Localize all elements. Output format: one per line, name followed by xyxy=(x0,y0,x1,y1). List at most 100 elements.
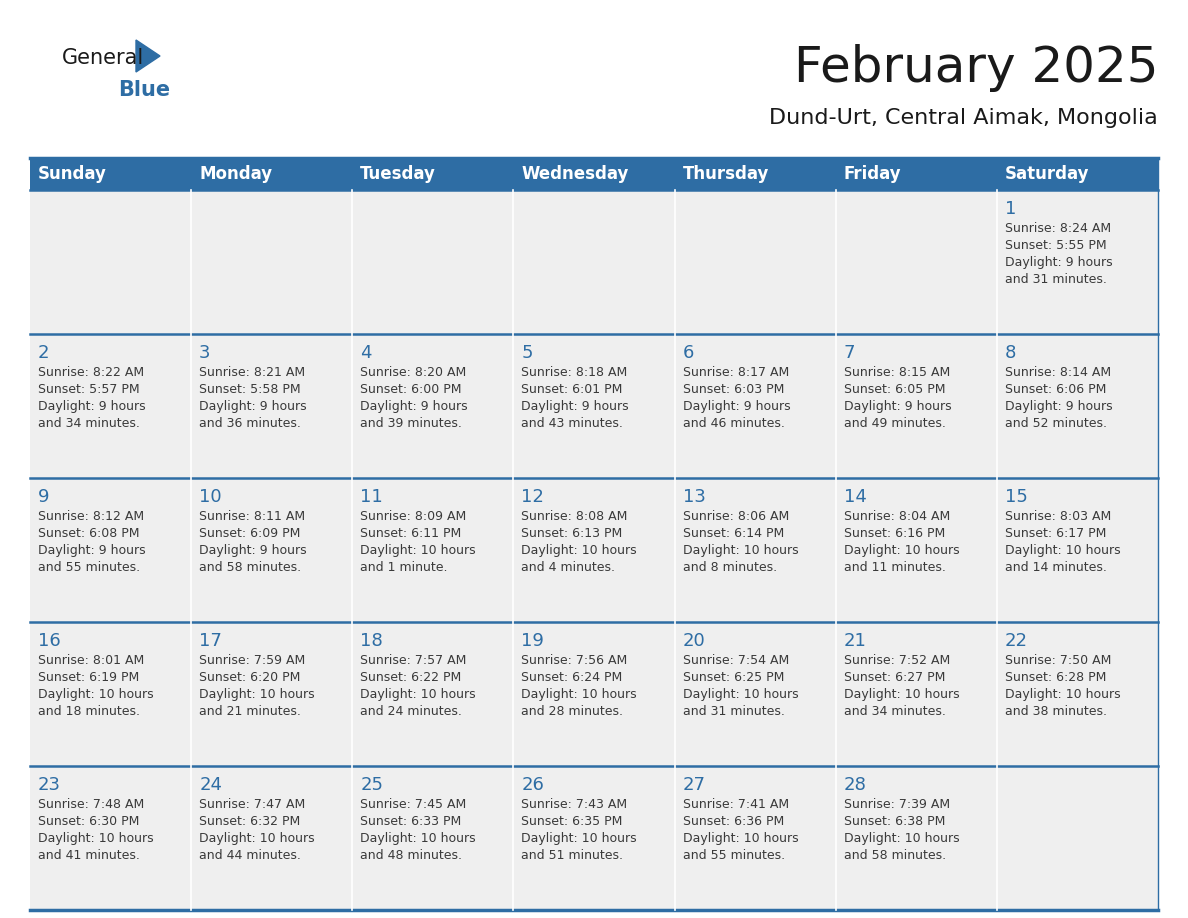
Text: Saturday: Saturday xyxy=(1005,165,1089,183)
Text: and 58 minutes.: and 58 minutes. xyxy=(200,561,302,574)
Bar xyxy=(835,478,997,622)
Text: Blue: Blue xyxy=(118,80,170,100)
Text: Sunset: 6:11 PM: Sunset: 6:11 PM xyxy=(360,527,461,540)
Text: Monday: Monday xyxy=(200,165,272,183)
Bar xyxy=(191,190,353,334)
Bar xyxy=(675,158,835,190)
Text: Sunrise: 7:45 AM: Sunrise: 7:45 AM xyxy=(360,798,467,811)
Bar xyxy=(353,622,513,766)
Text: and 38 minutes.: and 38 minutes. xyxy=(1005,705,1107,718)
Text: Daylight: 10 hours: Daylight: 10 hours xyxy=(38,688,153,701)
Text: Sunrise: 8:09 AM: Sunrise: 8:09 AM xyxy=(360,510,467,523)
Text: Sunrise: 8:14 AM: Sunrise: 8:14 AM xyxy=(1005,366,1111,379)
Text: 16: 16 xyxy=(38,632,61,650)
Bar xyxy=(513,334,675,478)
Text: Sunrise: 7:41 AM: Sunrise: 7:41 AM xyxy=(683,798,789,811)
Text: Sunset: 6:28 PM: Sunset: 6:28 PM xyxy=(1005,671,1106,684)
Text: and 4 minutes.: and 4 minutes. xyxy=(522,561,615,574)
Bar xyxy=(997,190,1158,334)
Text: and 52 minutes.: and 52 minutes. xyxy=(1005,417,1107,430)
Text: 22: 22 xyxy=(1005,632,1028,650)
Text: and 24 minutes.: and 24 minutes. xyxy=(360,705,462,718)
Text: Sunrise: 7:48 AM: Sunrise: 7:48 AM xyxy=(38,798,144,811)
Text: Sunrise: 8:15 AM: Sunrise: 8:15 AM xyxy=(843,366,950,379)
Text: Sunrise: 7:52 AM: Sunrise: 7:52 AM xyxy=(843,654,950,667)
Bar xyxy=(191,158,353,190)
Text: 19: 19 xyxy=(522,632,544,650)
Text: Sunrise: 7:47 AM: Sunrise: 7:47 AM xyxy=(200,798,305,811)
Text: Sunset: 6:32 PM: Sunset: 6:32 PM xyxy=(200,815,301,828)
Text: Friday: Friday xyxy=(843,165,902,183)
Text: and 31 minutes.: and 31 minutes. xyxy=(683,705,784,718)
Text: Daylight: 9 hours: Daylight: 9 hours xyxy=(522,400,630,413)
Text: Sunset: 5:57 PM: Sunset: 5:57 PM xyxy=(38,383,140,396)
Bar xyxy=(997,478,1158,622)
Text: Daylight: 10 hours: Daylight: 10 hours xyxy=(360,688,476,701)
Text: 11: 11 xyxy=(360,488,383,506)
Bar xyxy=(30,622,191,766)
Text: Sunrise: 8:17 AM: Sunrise: 8:17 AM xyxy=(683,366,789,379)
Text: Daylight: 10 hours: Daylight: 10 hours xyxy=(38,832,153,845)
Text: Daylight: 10 hours: Daylight: 10 hours xyxy=(683,832,798,845)
Text: and 34 minutes.: and 34 minutes. xyxy=(38,417,140,430)
Text: Sunrise: 8:06 AM: Sunrise: 8:06 AM xyxy=(683,510,789,523)
Text: Sunrise: 7:59 AM: Sunrise: 7:59 AM xyxy=(200,654,305,667)
Bar xyxy=(675,622,835,766)
Text: and 34 minutes.: and 34 minutes. xyxy=(843,705,946,718)
Text: and 41 minutes.: and 41 minutes. xyxy=(38,849,140,862)
Text: Sunrise: 7:50 AM: Sunrise: 7:50 AM xyxy=(1005,654,1111,667)
Bar xyxy=(835,190,997,334)
Text: 4: 4 xyxy=(360,344,372,362)
Polygon shape xyxy=(135,40,160,72)
Text: 1: 1 xyxy=(1005,200,1016,218)
Bar xyxy=(513,622,675,766)
Text: 21: 21 xyxy=(843,632,866,650)
Text: 18: 18 xyxy=(360,632,383,650)
Bar xyxy=(675,766,835,910)
Text: and 46 minutes.: and 46 minutes. xyxy=(683,417,784,430)
Text: and 44 minutes.: and 44 minutes. xyxy=(200,849,301,862)
Text: Sunset: 5:55 PM: Sunset: 5:55 PM xyxy=(1005,239,1106,252)
Bar xyxy=(30,478,191,622)
Text: 25: 25 xyxy=(360,776,384,794)
Bar xyxy=(675,190,835,334)
Text: Dund-Urt, Central Aimak, Mongolia: Dund-Urt, Central Aimak, Mongolia xyxy=(770,108,1158,128)
Text: Sunset: 6:35 PM: Sunset: 6:35 PM xyxy=(522,815,623,828)
Text: 2: 2 xyxy=(38,344,50,362)
Text: and 51 minutes.: and 51 minutes. xyxy=(522,849,624,862)
Text: and 49 minutes.: and 49 minutes. xyxy=(843,417,946,430)
Bar xyxy=(997,158,1158,190)
Text: Daylight: 10 hours: Daylight: 10 hours xyxy=(522,544,637,557)
Bar xyxy=(997,766,1158,910)
Text: Daylight: 10 hours: Daylight: 10 hours xyxy=(360,832,476,845)
Text: Sunrise: 8:08 AM: Sunrise: 8:08 AM xyxy=(522,510,627,523)
Text: and 43 minutes.: and 43 minutes. xyxy=(522,417,624,430)
Text: Daylight: 10 hours: Daylight: 10 hours xyxy=(843,544,960,557)
Text: Daylight: 10 hours: Daylight: 10 hours xyxy=(843,688,960,701)
Text: and 55 minutes.: and 55 minutes. xyxy=(38,561,140,574)
Text: and 55 minutes.: and 55 minutes. xyxy=(683,849,785,862)
Bar xyxy=(353,766,513,910)
Text: Daylight: 10 hours: Daylight: 10 hours xyxy=(522,832,637,845)
Text: Sunset: 6:08 PM: Sunset: 6:08 PM xyxy=(38,527,139,540)
Text: Sunset: 6:33 PM: Sunset: 6:33 PM xyxy=(360,815,461,828)
Text: Sunrise: 8:03 AM: Sunrise: 8:03 AM xyxy=(1005,510,1111,523)
Text: 23: 23 xyxy=(38,776,61,794)
Text: and 58 minutes.: and 58 minutes. xyxy=(843,849,946,862)
Text: Daylight: 9 hours: Daylight: 9 hours xyxy=(200,400,307,413)
Bar xyxy=(30,158,191,190)
Text: Daylight: 10 hours: Daylight: 10 hours xyxy=(1005,688,1120,701)
Text: and 28 minutes.: and 28 minutes. xyxy=(522,705,624,718)
Text: and 1 minute.: and 1 minute. xyxy=(360,561,448,574)
Text: and 48 minutes.: and 48 minutes. xyxy=(360,849,462,862)
Text: and 39 minutes.: and 39 minutes. xyxy=(360,417,462,430)
Text: Daylight: 10 hours: Daylight: 10 hours xyxy=(843,832,960,845)
Text: Sunset: 6:06 PM: Sunset: 6:06 PM xyxy=(1005,383,1106,396)
Text: Daylight: 9 hours: Daylight: 9 hours xyxy=(1005,256,1112,269)
Text: and 21 minutes.: and 21 minutes. xyxy=(200,705,301,718)
Bar xyxy=(513,190,675,334)
Text: Sunrise: 7:39 AM: Sunrise: 7:39 AM xyxy=(843,798,950,811)
Bar xyxy=(675,478,835,622)
Bar xyxy=(191,622,353,766)
Text: 6: 6 xyxy=(683,344,694,362)
